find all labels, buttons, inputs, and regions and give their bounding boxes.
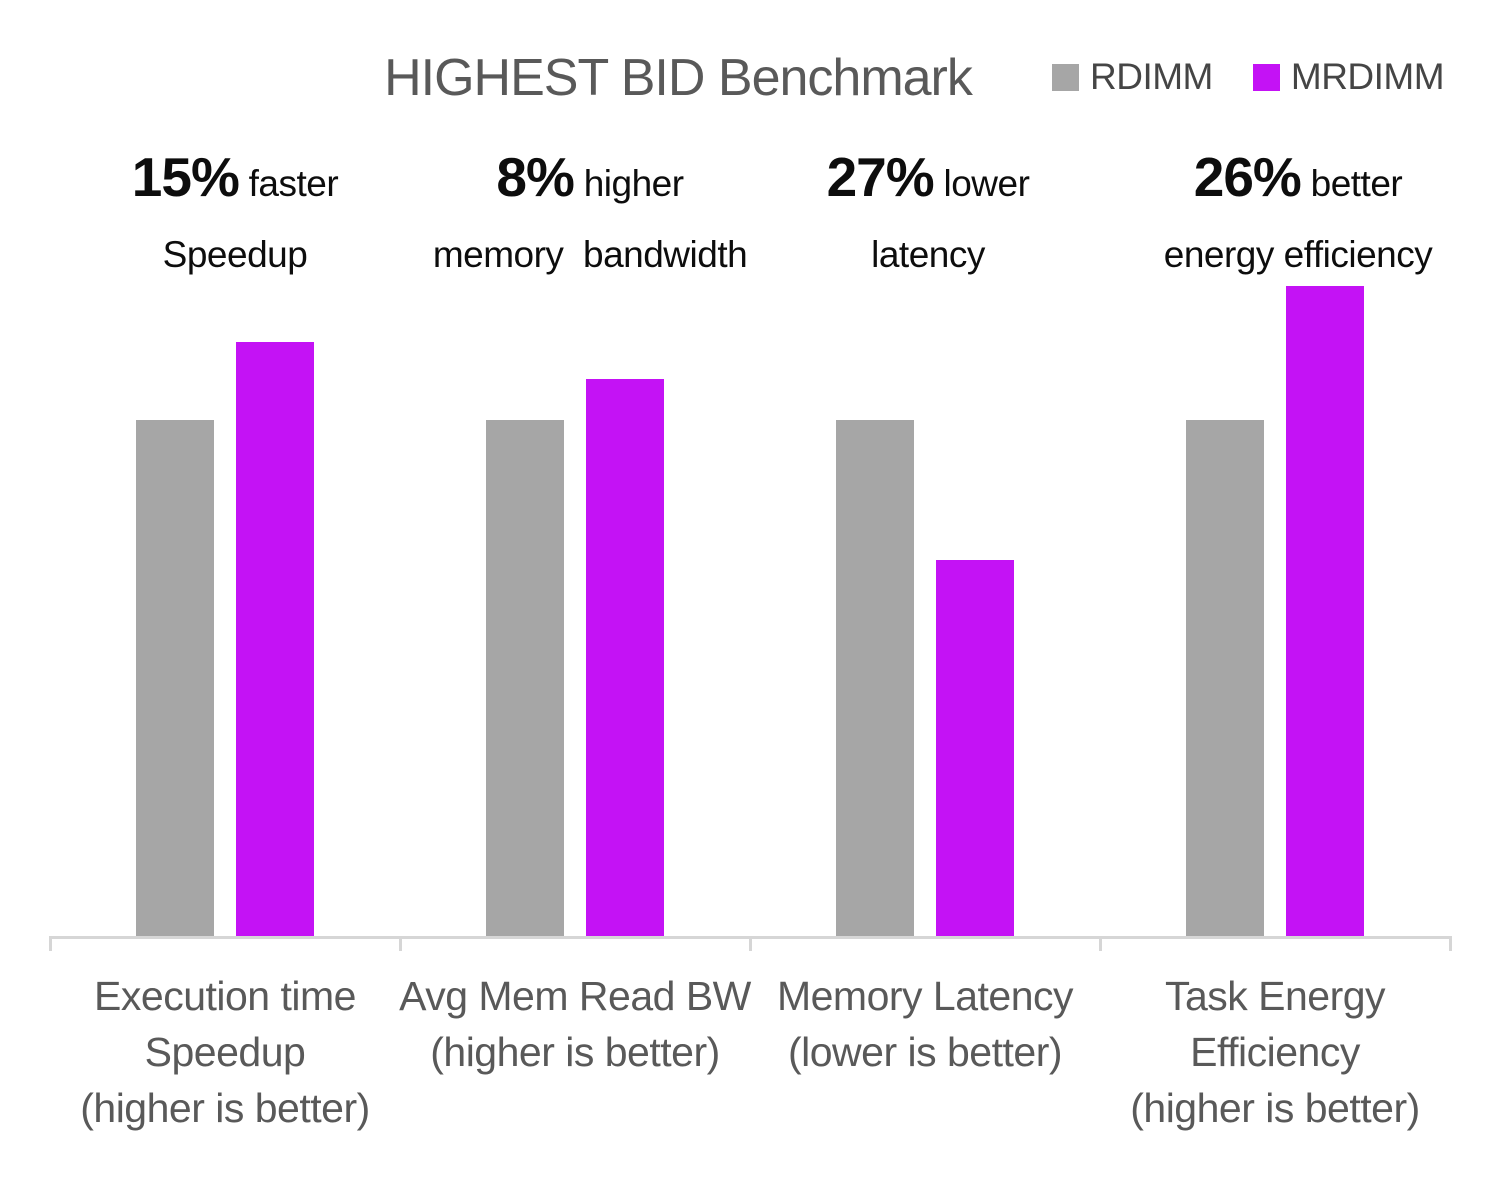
x-axis-tick-3 xyxy=(749,936,752,951)
annotation-qualifier: lower xyxy=(933,163,1030,204)
annotation-stat: 15% xyxy=(131,146,240,208)
x-axis-label-line: Memory Latency xyxy=(776,973,1074,1019)
x-axis-label-line: Task Energy xyxy=(1164,973,1386,1019)
bar-rdimm-3 xyxy=(836,420,914,937)
annotation-line1: 27% lower xyxy=(698,146,1158,223)
annotation-line2: latency xyxy=(871,234,985,275)
legend-label: RDIMM xyxy=(1090,56,1213,97)
bar-mrdimm-2 xyxy=(586,379,664,937)
annotation-3: 27% lower latency xyxy=(698,146,1158,277)
x-axis-label-2: Avg Mem Read BW (higher is better) xyxy=(365,968,785,1080)
x-axis-label-line: (higher is better) xyxy=(1130,1085,1420,1131)
legend-swatch-mrdimm xyxy=(1252,63,1280,91)
annotation-qualifier: better xyxy=(1300,163,1403,204)
legend-swatch-rdimm xyxy=(1052,63,1079,91)
legend-label: MRDIMM xyxy=(1290,56,1445,97)
legend: RDIMM MRDIMM xyxy=(1052,56,1445,98)
annotation-4: 26% better energy efficiency xyxy=(1068,146,1500,277)
bar-rdimm-2 xyxy=(486,420,564,937)
x-axis-label-line: (higher is better) xyxy=(80,1085,370,1131)
x-axis-label-3: Memory Latency (lower is better) xyxy=(715,968,1135,1080)
legend-item-rdimm: RDIMM xyxy=(1052,56,1213,98)
x-axis-label-line: (lower is better) xyxy=(787,1029,1063,1075)
bar-mrdimm-4 xyxy=(1286,286,1364,937)
annotation-line2: Speedup xyxy=(162,234,308,275)
x-axis-tick-1 xyxy=(49,936,52,951)
annotation-line1: 8% higher xyxy=(360,146,820,223)
bar-mrdimm-1 xyxy=(236,342,314,937)
bar-mrdimm-3 xyxy=(936,560,1014,937)
bar-rdimm-1 xyxy=(136,420,214,937)
annotation-line1: 26% better xyxy=(1068,146,1500,223)
x-axis-label-1: Execution time Speedup (higher is better) xyxy=(15,968,435,1136)
x-axis-label-line: (higher is better) xyxy=(430,1029,720,1075)
x-axis-label-line: Speedup xyxy=(144,1029,306,1075)
x-axis-tick-4 xyxy=(1099,936,1102,951)
annotation-2: 8% higher memory bandwidth xyxy=(360,146,820,277)
x-axis-label-4: Task Energy Efficiency (higher is better) xyxy=(1065,968,1485,1136)
annotation-line2: energy efficiency xyxy=(1163,234,1433,275)
x-axis-label-line: Efficiency xyxy=(1190,1029,1360,1075)
chart-title: HIGHEST BID Benchmark xyxy=(384,49,973,107)
annotation-stat: 26% xyxy=(1193,146,1302,208)
x-axis-label-line: Avg Mem Read BW xyxy=(399,973,751,1019)
annotation-stat: 8% xyxy=(496,146,574,208)
legend-item-mrdimm: MRDIMM xyxy=(1252,56,1445,98)
annotation-stat: 27% xyxy=(826,146,935,208)
x-axis-tick-2 xyxy=(399,936,402,951)
annotation-line2: memory bandwidth xyxy=(432,234,748,275)
annotation-qualifier: higher xyxy=(573,163,684,204)
x-axis-label-line: Execution time xyxy=(94,973,356,1019)
bar-rdimm-4 xyxy=(1186,420,1264,937)
annotation-qualifier: faster xyxy=(238,163,339,204)
annotation-1: 15% faster Speedup xyxy=(5,146,465,277)
annotation-line1: 15% faster xyxy=(5,146,465,223)
x-axis-tick-5 xyxy=(1449,936,1452,951)
